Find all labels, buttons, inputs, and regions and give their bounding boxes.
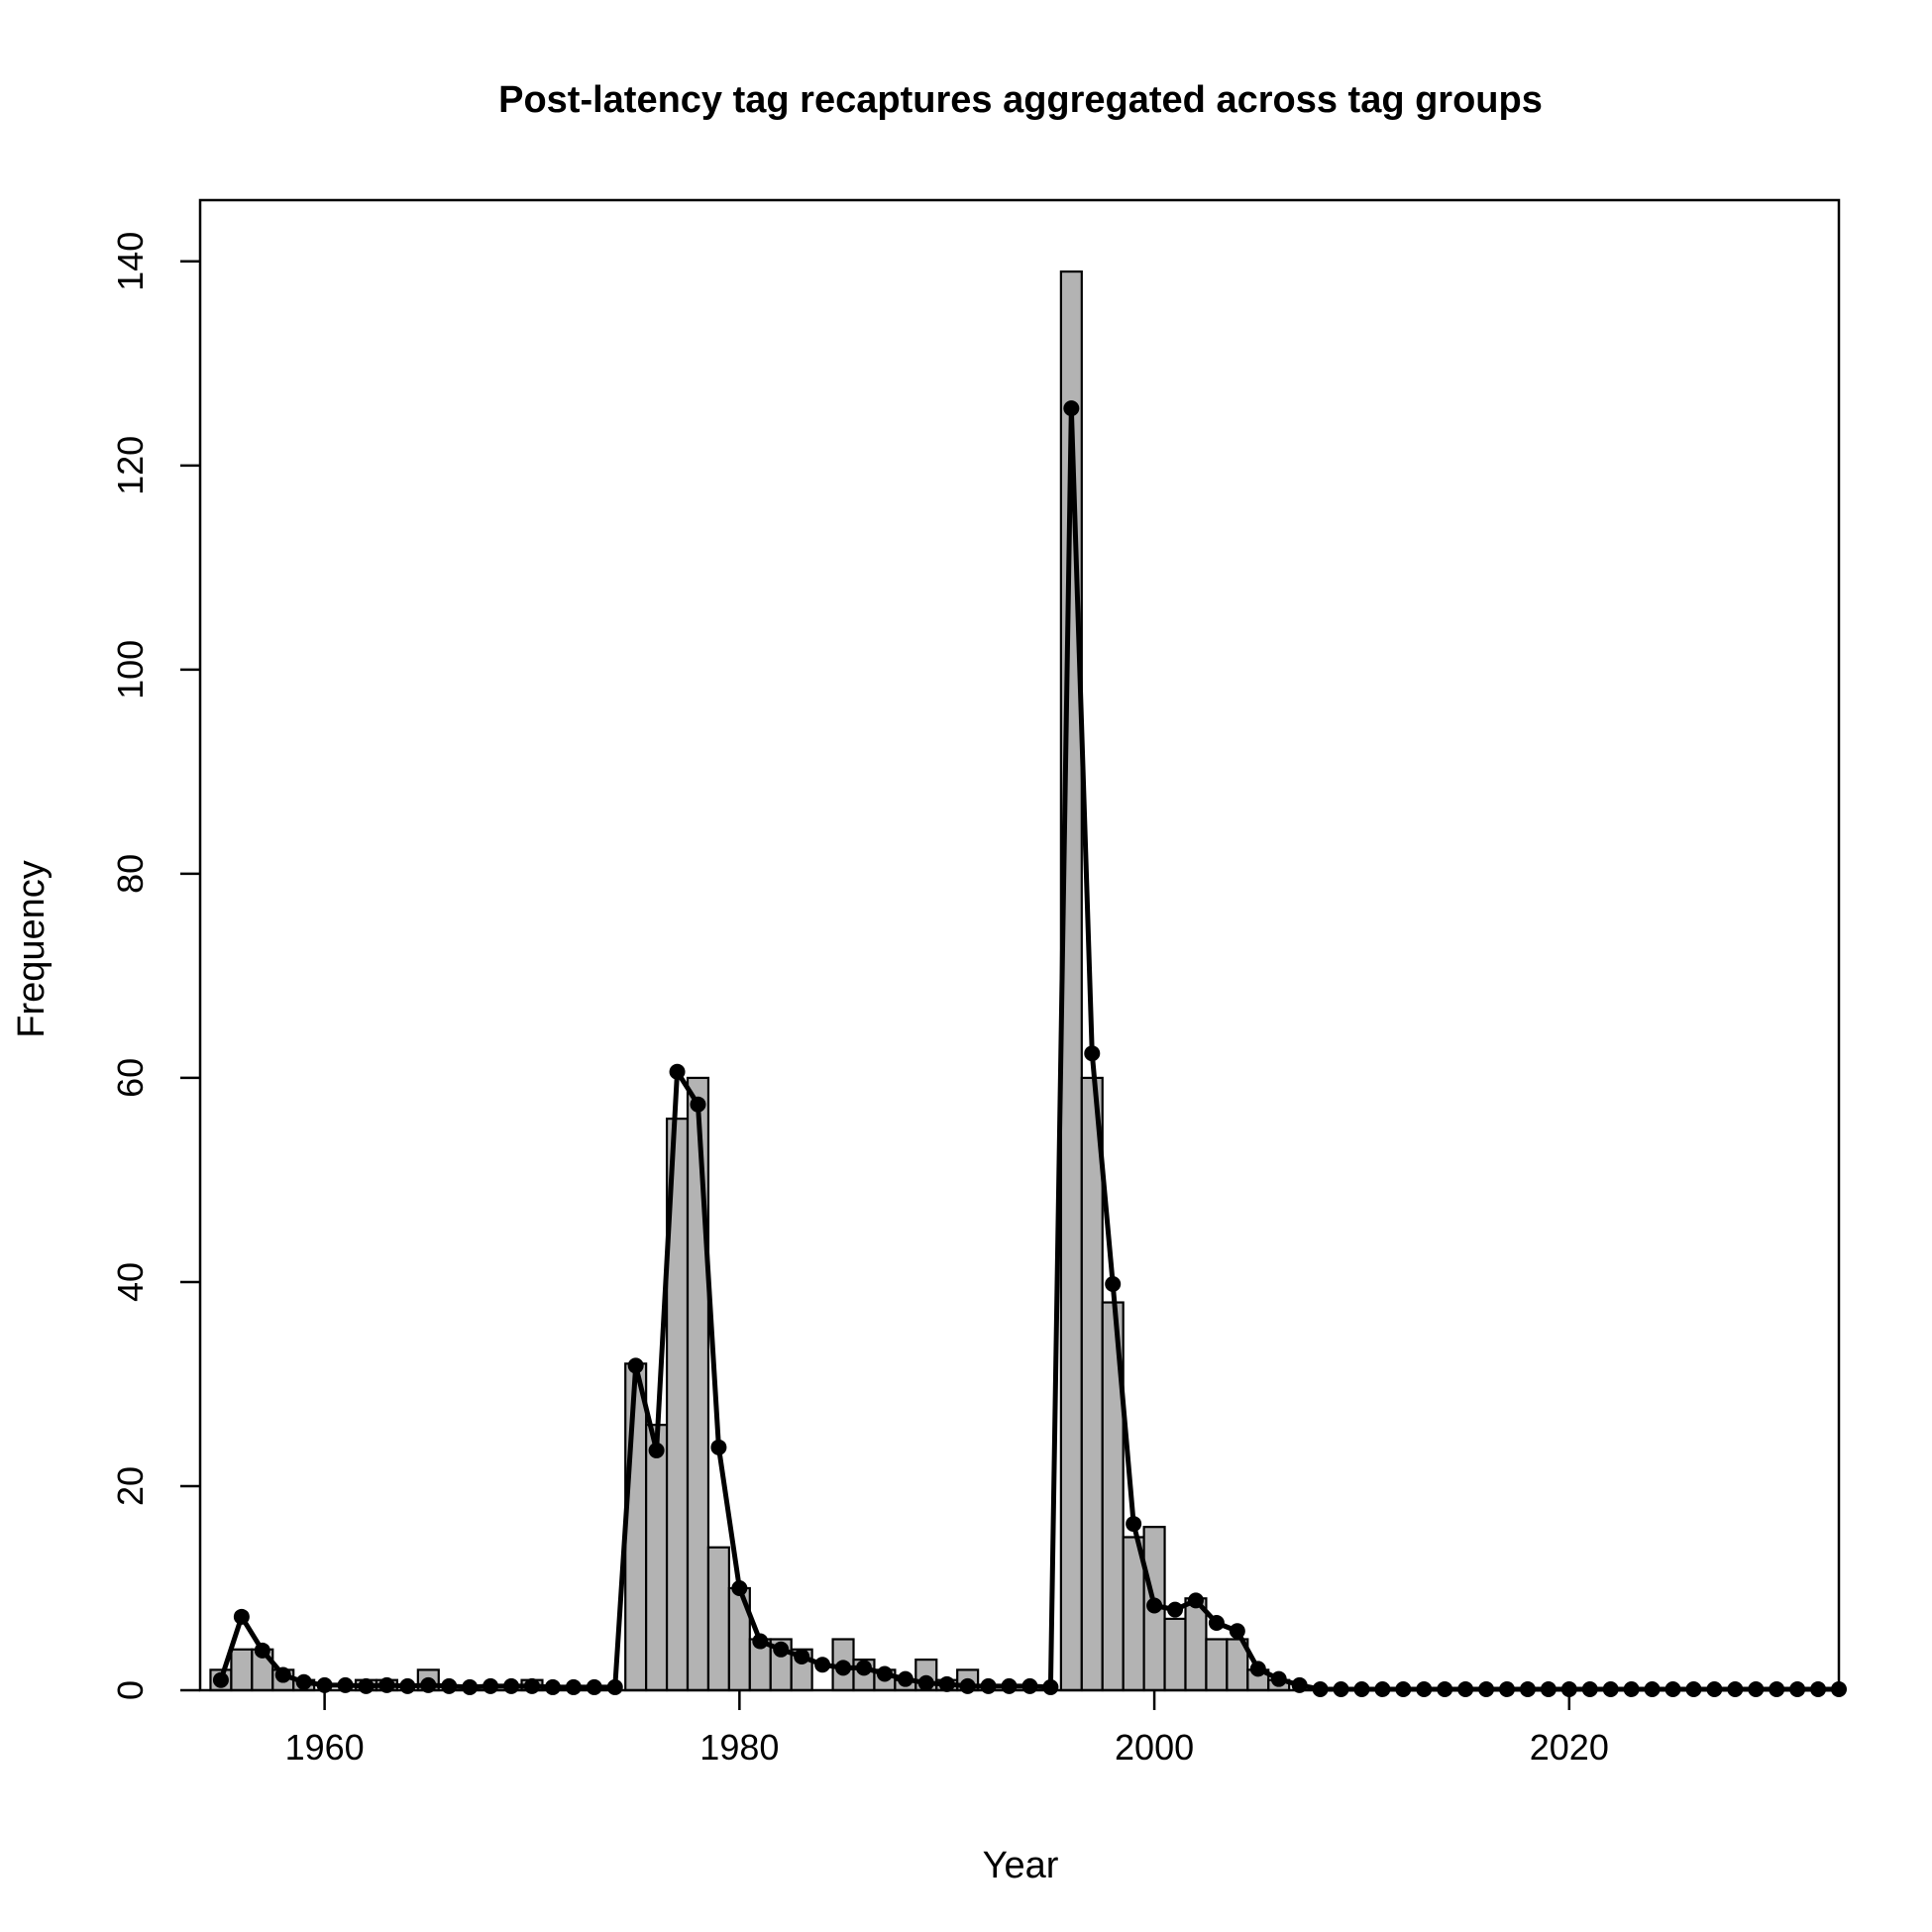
bars-layer (209, 270, 1291, 1692)
x-axis: 1960 1980 2000 2020 (285, 1690, 1609, 1768)
bar-2002 (1184, 1597, 1208, 1692)
point-1999 (1126, 1516, 1142, 1533)
point-1992 (980, 1677, 997, 1694)
point-1989 (917, 1674, 934, 1691)
point-2005 (1249, 1661, 1266, 1677)
point-1957 (254, 1642, 270, 1659)
point-1993 (1001, 1677, 1018, 1694)
chart-title: Post-latency tag recaptures aggregated a… (498, 79, 1543, 121)
x-tick-label-1960: 1960 (285, 1727, 365, 1768)
point-1995 (1042, 1678, 1059, 1695)
point-1959 (295, 1673, 312, 1690)
point-1977 (669, 1063, 686, 1080)
bar-1979 (706, 1546, 730, 1692)
point-1983 (794, 1649, 810, 1665)
x-tick-label-2020: 2020 (1530, 1727, 1609, 1768)
point-2000 (1146, 1597, 1163, 1614)
point-1958 (274, 1666, 291, 1683)
y-tick-label-20: 20 (110, 1466, 151, 1506)
point-1973 (586, 1678, 602, 1695)
bar-1978 (686, 1076, 710, 1692)
point-2006 (1270, 1670, 1287, 1687)
point-2003 (1208, 1615, 1225, 1632)
point-1968 (483, 1677, 499, 1694)
point-2004 (1229, 1623, 1245, 1640)
plot-frame (198, 198, 1841, 1692)
point-1988 (897, 1670, 913, 1687)
y-tick-label-100: 100 (110, 640, 151, 699)
point-1981 (752, 1633, 769, 1650)
y-axis: 0 20 40 60 80 100 120 140 (110, 232, 200, 1700)
x-tick-label-2000: 2000 (1115, 1727, 1194, 1768)
y-axis-label: Frequency (11, 860, 53, 1038)
point-2002 (1187, 1592, 1204, 1609)
bar-1976 (645, 1424, 669, 1692)
y-tick-label-140: 140 (110, 232, 151, 291)
point-1967 (462, 1678, 479, 1695)
point-1986 (855, 1660, 872, 1676)
point-1979 (710, 1439, 727, 1455)
point-2001 (1167, 1601, 1184, 1618)
y-tick-label-120: 120 (110, 436, 151, 495)
bar-2003 (1205, 1638, 1229, 1692)
point-1964 (399, 1677, 416, 1694)
line-layer (212, 400, 1847, 1697)
point-1978 (690, 1096, 706, 1113)
x-axis-label: Year (983, 1845, 1059, 1886)
point-1991 (959, 1677, 976, 1694)
x-tick-label-1980: 1980 (699, 1727, 779, 1768)
point-1975 (627, 1357, 644, 1374)
point-1955 (212, 1671, 229, 1688)
point-1972 (565, 1678, 582, 1695)
point-1994 (1021, 1677, 1038, 1694)
point-1984 (814, 1657, 831, 1673)
point-1971 (544, 1678, 561, 1695)
point-1956 (233, 1608, 250, 1625)
point-1985 (835, 1660, 852, 1676)
y-tick-label-40: 40 (110, 1262, 151, 1302)
y-tick-label-0: 0 (110, 1680, 151, 1700)
bar-1956 (230, 1648, 254, 1692)
point-1998 (1105, 1276, 1122, 1293)
point-1980 (731, 1579, 748, 1596)
point-1997 (1084, 1045, 1101, 1062)
point-1990 (938, 1675, 955, 1692)
point-1982 (773, 1641, 790, 1658)
bar-1975 (624, 1362, 648, 1692)
point-1969 (503, 1677, 520, 1694)
y-tick-label-80: 80 (110, 854, 151, 894)
series-line (218, 405, 1839, 1692)
point-1966 (441, 1677, 458, 1694)
point-1970 (523, 1677, 540, 1694)
point-1976 (648, 1442, 665, 1458)
point-1974 (606, 1678, 623, 1695)
bar-2001 (1163, 1617, 1187, 1692)
y-tick-label-60: 60 (110, 1058, 151, 1098)
point-1962 (358, 1677, 375, 1694)
bar-1997 (1080, 1076, 1104, 1692)
point-1996 (1063, 400, 1080, 417)
point-1987 (876, 1665, 893, 1682)
